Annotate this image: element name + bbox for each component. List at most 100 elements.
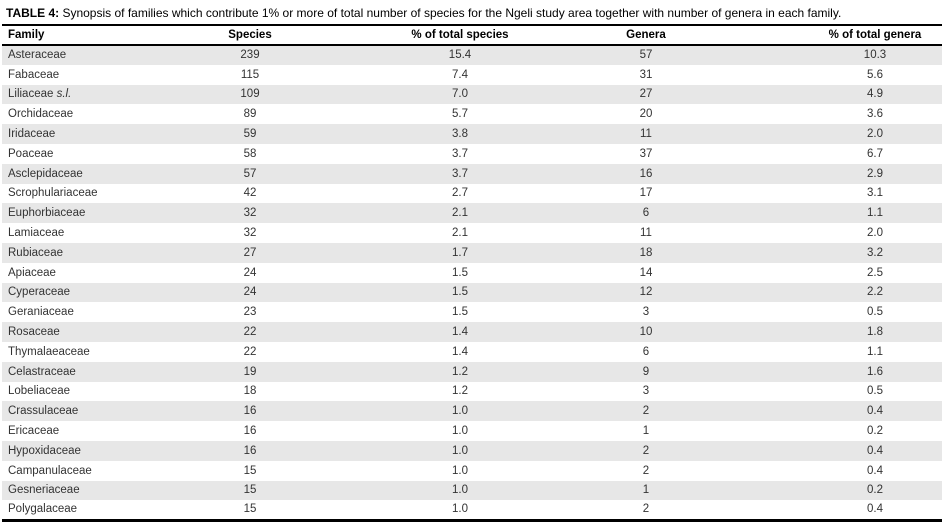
pct-total-species-cell: 1.4 [452, 326, 468, 339]
family-cell: Gesneriaceae [8, 484, 80, 497]
table-row: Rosaceae 22 1.4 10 1.8 [2, 322, 942, 342]
table-row: Lobeliaceae 18 1.2 3 0.5 [2, 381, 942, 402]
genera-cell: 18 [639, 246, 653, 259]
pct-total-species-cell: 5.7 [452, 108, 468, 121]
pct-total-species-cell: 15.4 [448, 49, 472, 62]
pct-total-genera-cell: 1.1 [867, 345, 883, 358]
table-row: Thymalaeaceae 22 1.4 6 1.1 [2, 341, 942, 362]
genera-cell: 3 [642, 385, 650, 398]
species-cell: 57 [243, 167, 257, 180]
table-body: Asteraceae 239 15.4 57 10.3 Fabaceae 115 7.4 31 5… [2, 45, 942, 521]
pct-total-genera-cell: 3.2 [867, 246, 883, 259]
genera-cell: 16 [639, 167, 653, 180]
pct-total-species-cell: 3.7 [452, 147, 468, 160]
table-row: Liliaceae s.l. 109 7.0 27 4.9 [2, 84, 942, 105]
pct-total-species-cell: 1.0 [452, 444, 468, 457]
pct-total-species-cell: 7.0 [452, 88, 468, 101]
pct-total-genera-cell: 1.6 [867, 365, 883, 378]
species-cell: 42 [243, 187, 257, 200]
family-cell: Rosaceae [8, 326, 60, 339]
pct-total-species-cell: 7.4 [452, 68, 468, 81]
table-row: Cyperaceae 24 1.5 12 2.2 [2, 282, 942, 303]
genera-cell: 12 [639, 286, 653, 299]
species-cell: 15 [243, 503, 257, 516]
pct-total-species-cell: 1.0 [452, 484, 468, 497]
pct-total-genera-cell: 2.9 [867, 167, 883, 180]
pct-total-genera-cell: 3.6 [867, 108, 883, 121]
pct-total-species-cell: 1.2 [452, 365, 468, 378]
table-header: Family Species % of total species Genera… [2, 25, 942, 46]
table-row: Rubiaceae 27 1.7 18 3.2 [2, 242, 942, 263]
pct-total-species-cell: 1.5 [452, 286, 468, 299]
species-cell: 59 [243, 128, 257, 141]
pct-total-genera-cell: 1.8 [867, 326, 883, 339]
pct-total-genera-cell: 2.0 [867, 128, 883, 141]
genera-cell: 31 [639, 68, 653, 81]
header-genera: Genera [562, 25, 730, 46]
table-row: Geraniaceae 23 1.5 3 0.5 [2, 302, 942, 323]
family-cell: Polygalaceae [8, 503, 78, 516]
species-cell: 16 [243, 444, 257, 457]
family-suffix: s.l. [56, 88, 72, 101]
genera-cell: 11 [640, 128, 652, 141]
genera-cell: 20 [639, 108, 653, 121]
pct-total-genera-cell: 4.9 [867, 88, 883, 101]
family-cell: Scrophulariaceae [8, 187, 98, 200]
table-caption-text: Synopsis of families which contribute 1%… [62, 6, 842, 20]
genera-cell: 1 [642, 484, 650, 497]
pct-total-species-cell: 1.4 [452, 345, 468, 358]
table-row: Ericaceae 16 1.0 1 0.2 [2, 421, 942, 441]
header-pct-total-species: % of total species [358, 25, 562, 46]
species-table: Family Species % of total species Genera… [2, 24, 942, 522]
pct-total-genera-cell: 0.5 [867, 306, 883, 319]
genera-cell: 17 [639, 187, 653, 200]
family-cell: Euphorbiaceae [8, 207, 86, 220]
pct-total-genera-cell: 0.5 [867, 385, 883, 398]
table-row: Fabaceae 115 7.4 31 5.6 [2, 64, 942, 85]
table-row: Campanulaceae 15 1.0 2 0.4 [2, 460, 942, 481]
family-cell: Geraniaceae [8, 306, 74, 319]
species-cell: 115 [240, 68, 260, 81]
family-cell: Ericaceae [8, 425, 60, 438]
family-cell: Iridaceae [8, 128, 56, 141]
family-cell: Asclepidaceae [8, 167, 83, 180]
pct-total-genera-cell: 0.4 [867, 444, 883, 457]
table-row: Orchidaceae 89 5.7 20 3.6 [2, 104, 942, 125]
species-cell: 15 [243, 464, 257, 477]
family-cell: Apiaceae [8, 266, 56, 279]
genera-cell: 1 [642, 425, 650, 438]
genera-cell: 37 [639, 147, 653, 160]
genera-cell: 3 [642, 306, 650, 319]
family-cell: Asteraceae [8, 49, 67, 62]
table-caption-label: TABLE 4: [6, 6, 60, 20]
table-row: Scrophulariaceae 42 2.7 17 3.1 [2, 183, 942, 204]
genera-cell: 10 [639, 326, 653, 339]
family-cell: Celastraceae [8, 365, 76, 378]
pct-total-genera-cell: 2.5 [867, 266, 883, 279]
table-row: Iridaceae 59 3.8 11 2.0 [2, 124, 942, 144]
pct-total-genera-cell: 0.4 [867, 464, 883, 477]
species-cell: 32 [243, 227, 257, 240]
species-cell: 32 [243, 207, 257, 220]
pct-total-species-cell: 1.7 [452, 246, 468, 259]
family-cell: Rubiaceae [8, 246, 63, 259]
pct-total-species-cell: 1.0 [452, 503, 468, 516]
genera-cell: 2 [642, 503, 650, 516]
pct-total-species-cell: 1.5 [452, 306, 468, 319]
genera-cell: 11 [640, 227, 652, 240]
pct-total-genera-cell: 10.3 [863, 49, 887, 62]
family-cell: Hypoxidaceae [8, 444, 81, 457]
table-row: Poaceae 58 3.7 37 6.7 [2, 143, 942, 164]
pct-total-species-cell: 1.0 [452, 464, 468, 477]
header-species: Species [142, 25, 358, 46]
species-cell: 16 [243, 425, 257, 438]
genera-cell: 9 [642, 365, 650, 378]
family-cell: Thymalaeaceae [8, 345, 90, 358]
pct-total-species-cell: 1.5 [452, 266, 468, 279]
species-cell: 19 [243, 365, 257, 378]
table-row: Asclepidaceae 57 3.7 16 2.9 [2, 163, 942, 184]
pct-total-species-cell: 2.1 [452, 227, 468, 240]
pct-total-species-cell: 1.0 [452, 405, 468, 418]
family-cell: Orchidaceae [8, 108, 74, 121]
